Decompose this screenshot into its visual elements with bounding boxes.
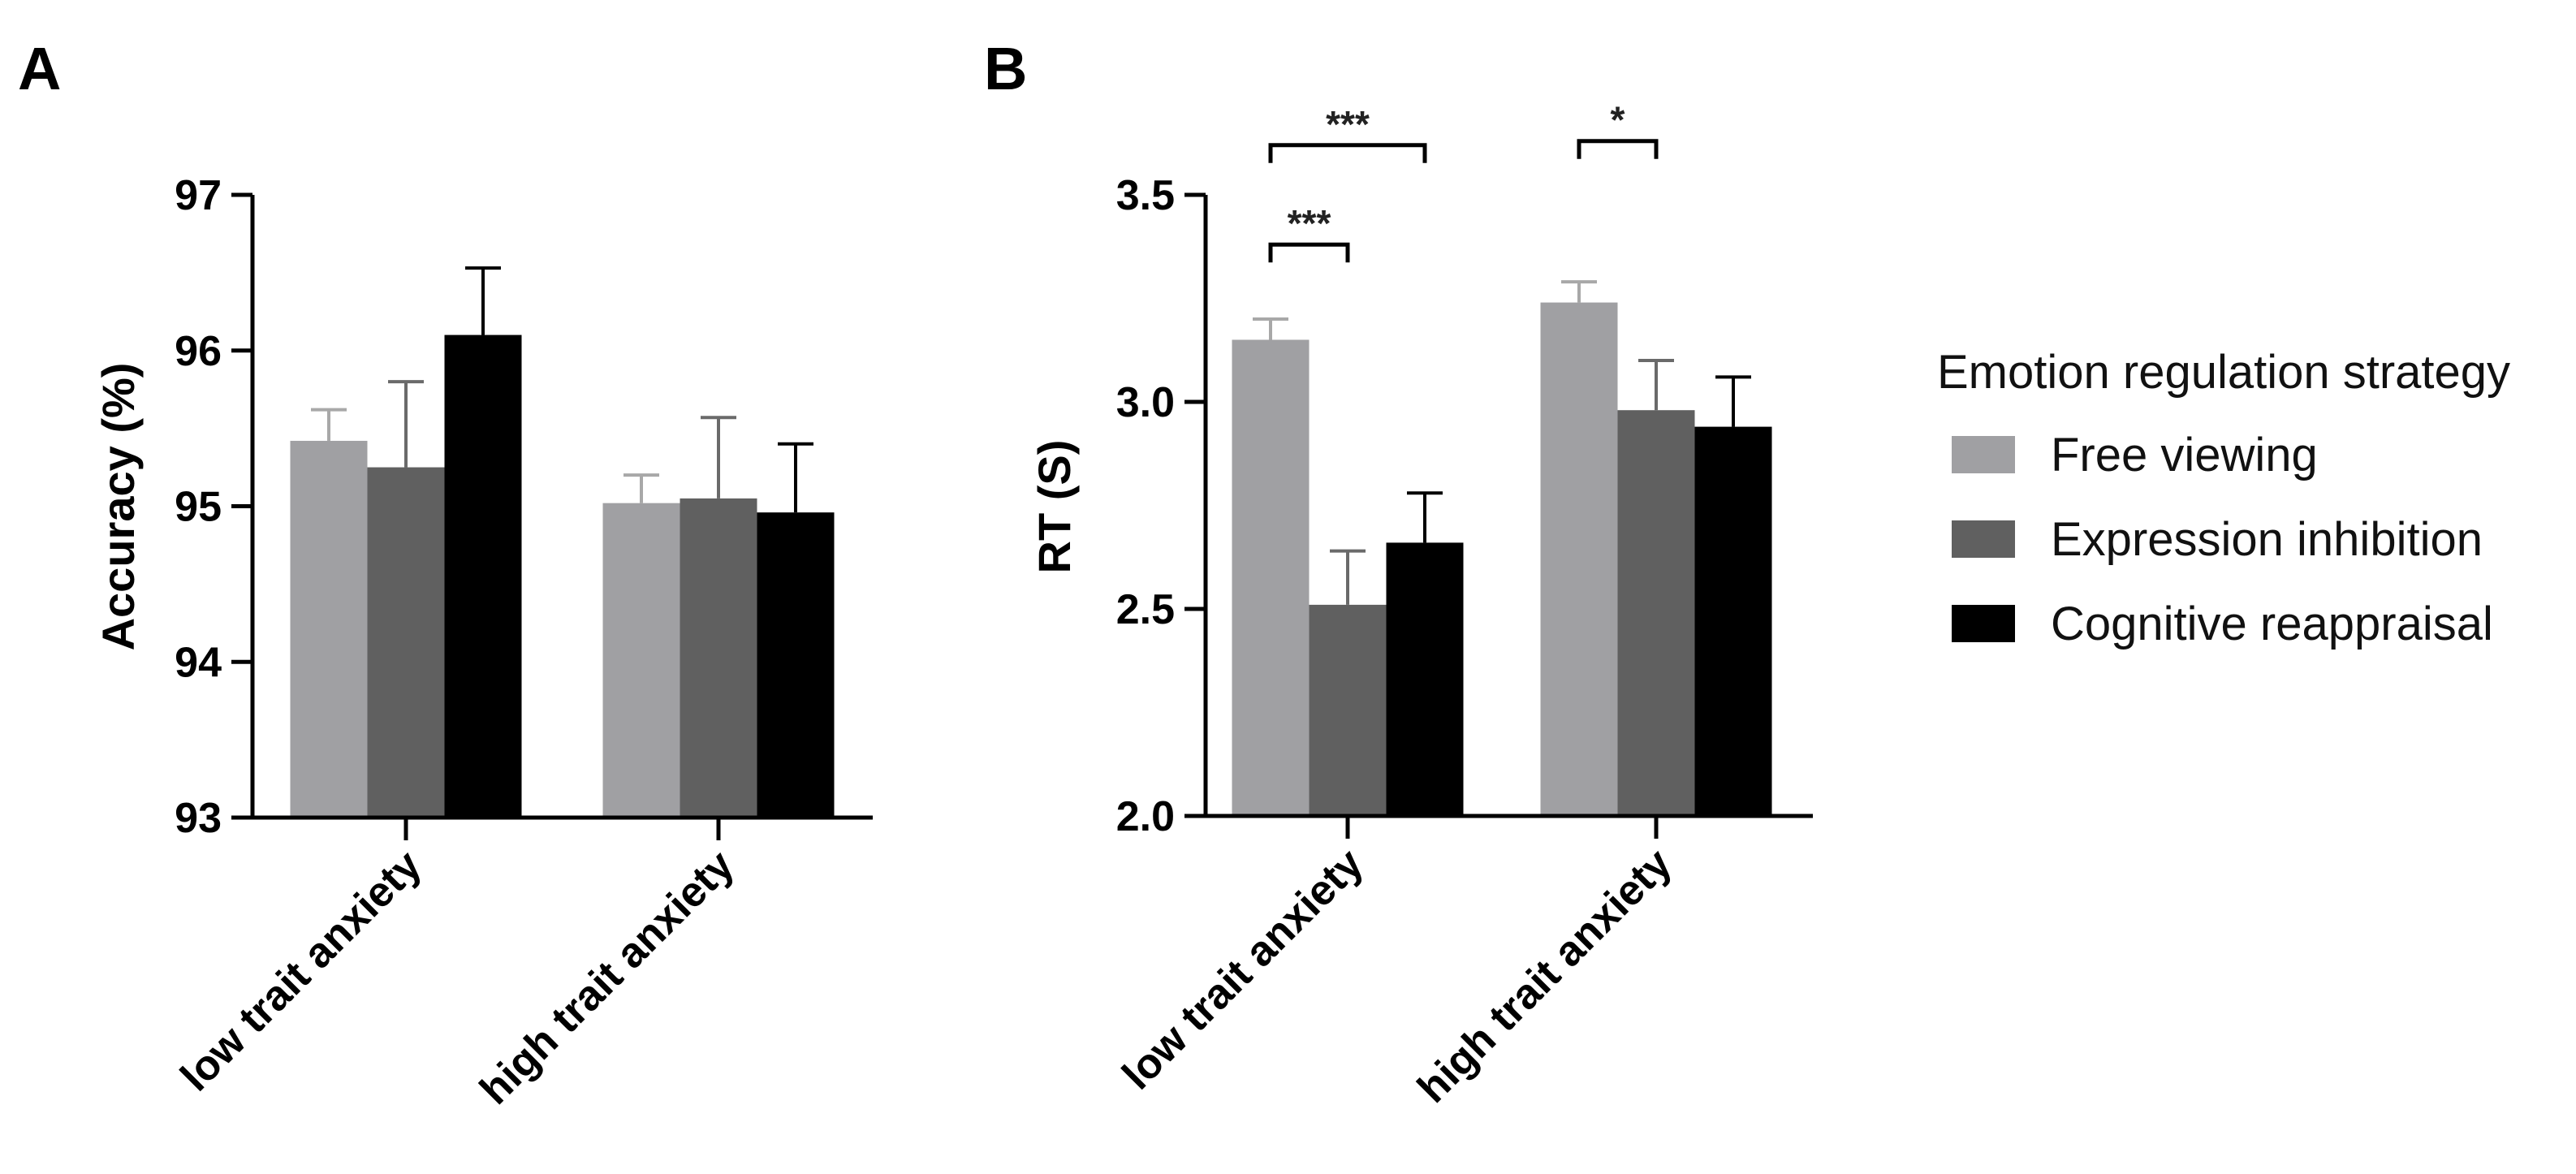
x-tick-label-low-trait-anxiety: low trait anxiety — [172, 841, 431, 1100]
legend-label-free-viewing: Free viewing — [2051, 429, 2318, 481]
bar-cognitive-reappraisal-high-trait-anxiety — [757, 512, 835, 818]
y-tick-label: 3.5 — [1116, 172, 1175, 219]
y-tick-label: 96 — [175, 328, 222, 375]
x-tick-label-high-trait-anxiety: high trait anxiety — [471, 841, 743, 1113]
y-axis-title: Accuracy (%) — [93, 363, 144, 651]
x-tick-label-low-trait-anxiety: low trait anxiety — [1114, 839, 1373, 1098]
bar-expression-inhibition-high-trait-anxiety — [1617, 410, 1695, 816]
panel-a: A 93 94 95 96 97 low trait anxiety high trait a… — [18, 35, 873, 1114]
bar-cognitive-reappraisal-high-trait-anxiety — [1694, 426, 1772, 816]
significance-label: *** — [1326, 103, 1370, 145]
panel-letter: A — [18, 35, 61, 102]
bar-cognitive-reappraisal-low-trait-anxiety — [444, 335, 522, 818]
significance-bracket — [1268, 242, 1350, 263]
significance-label: *** — [1288, 202, 1331, 244]
y-tick-label: 93 — [175, 795, 222, 842]
legend-swatch-expression-inhibition — [1952, 520, 2015, 558]
bar-free-viewing-high-trait-anxiety — [602, 503, 680, 818]
legend-swatch-cognitive-reappraisal — [1952, 605, 2015, 642]
legend: Emotion regulation strategy Free viewing… — [1937, 346, 2510, 650]
bar-cognitive-reappraisal-low-trait-anxiety — [1386, 542, 1464, 816]
significance-bracket — [1577, 139, 1659, 159]
y-tick-label: 95 — [175, 484, 222, 531]
bar-free-viewing-low-trait-anxiety — [1232, 339, 1310, 816]
bar-free-viewing-low-trait-anxiety — [290, 440, 368, 818]
y-tick-label: 2.0 — [1116, 793, 1175, 840]
panel-b: B 2.0 2.5 3.0 3.5 low trait anxiety high trait… — [984, 35, 1813, 1112]
legend-label-cognitive-reappraisal: Cognitive reappraisal — [2051, 598, 2493, 650]
bar-expression-inhibition-low-trait-anxiety — [367, 467, 445, 818]
y-tick-label: 94 — [175, 639, 222, 686]
legend-swatch-free-viewing — [1952, 436, 2015, 473]
y-tick-label: 97 — [175, 172, 222, 219]
legend-label-expression-inhibition: Expression inhibition — [2051, 513, 2483, 566]
y-tick-label: 2.5 — [1116, 586, 1175, 633]
y-tick-label: 3.0 — [1116, 379, 1175, 426]
y-axis-title: RT (S) — [1029, 440, 1080, 574]
legend-title: Emotion regulation strategy — [1937, 346, 2510, 399]
bar-expression-inhibition-high-trait-anxiety — [680, 498, 757, 818]
panel-letter: B — [984, 35, 1027, 102]
bar-free-viewing-high-trait-anxiety — [1540, 302, 1618, 817]
x-tick-label-high-trait-anxiety: high trait anxiety — [1409, 839, 1681, 1111]
significance-label: * — [1611, 99, 1625, 141]
significance-bracket — [1268, 143, 1427, 163]
bar-expression-inhibition-low-trait-anxiety — [1309, 604, 1387, 816]
